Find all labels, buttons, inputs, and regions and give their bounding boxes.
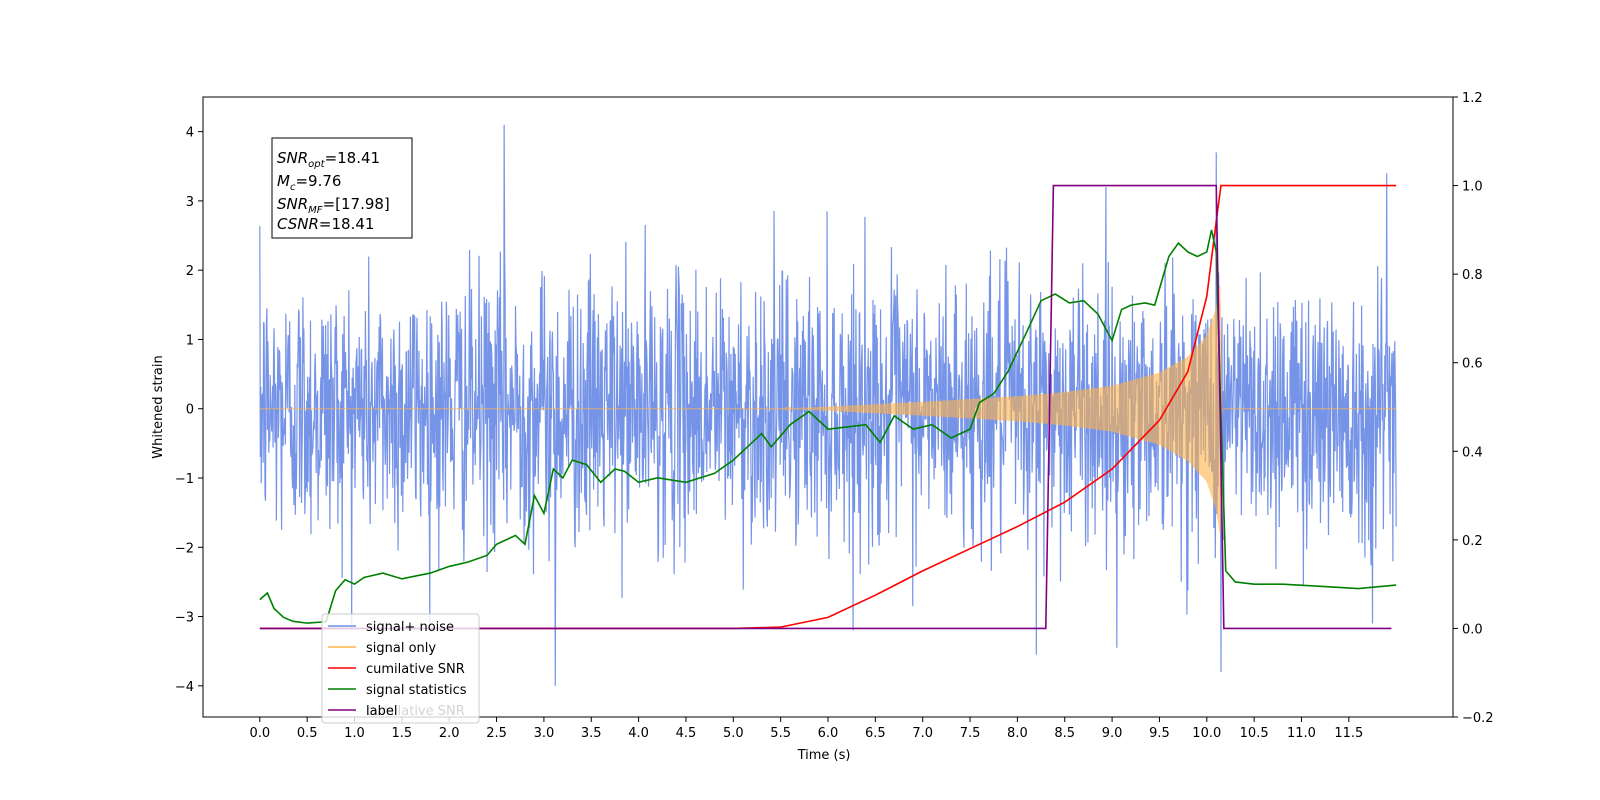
- y2-tick-label: −0.2: [1462, 711, 1494, 726]
- y2-tick-label: 0.0: [1462, 622, 1483, 637]
- y-tick-label: 1: [186, 333, 194, 348]
- y-tick-label: 4: [186, 126, 194, 141]
- x-tick-label: 3.0: [534, 726, 555, 741]
- series-signal-only: [259, 285, 1397, 534]
- x-tick-label: 0.0: [249, 726, 270, 741]
- x-tick-label: 5.0: [723, 726, 744, 741]
- y-tick-label: −4: [175, 680, 194, 695]
- x-tick-label: 10.5: [1240, 726, 1269, 741]
- y2-tick-label: 0.4: [1462, 445, 1483, 460]
- legend-hidden-text: cumilative SNR: [366, 704, 465, 719]
- x-tick-label: 1.5: [392, 726, 413, 741]
- y-tick-label: −1: [175, 472, 194, 487]
- x-tick-label: 9.5: [1149, 726, 1170, 741]
- y2-tick-label: 1.2: [1462, 91, 1483, 106]
- y2-tick-label: 0.8: [1462, 268, 1483, 283]
- annotation-box: SNRopt=18.41 Mc=9.76 SNRMF=[17.98] CSNR=…: [271, 137, 413, 239]
- y-tick-label: −2: [175, 541, 194, 556]
- legend-label-signal-statistics: signal statistics: [366, 683, 467, 698]
- x-tick-label: 3.5: [581, 726, 602, 741]
- x-tick-label: 6.0: [818, 726, 839, 741]
- x-axis-title: Time (s): [797, 748, 851, 763]
- series-label: [259, 184, 1392, 630]
- x-tick-label: 1.0: [344, 726, 365, 741]
- y-tick-label: 0: [186, 403, 194, 418]
- x-tick-label: 7.0: [912, 726, 933, 741]
- x-tick-label: 2.0: [439, 726, 460, 741]
- y-tick-label: −3: [175, 611, 194, 626]
- legend-label-signal-noise: signal+ noise: [366, 620, 454, 635]
- y-axis-title: Whitened strain: [151, 355, 166, 458]
- legend-label-cumulative-snr: cumilative SNR: [366, 662, 465, 677]
- x-tick-label: 6.5: [865, 726, 886, 741]
- legend-label-label: label: [366, 704, 397, 719]
- axes: 0.0 0.5 1.0 1.5 2.0 2.5 3.0 3.5 4.0 4.5 5.0 5.5 6.0 6…: [175, 91, 1494, 741]
- x-tick-label: 2.5: [486, 726, 507, 741]
- plot-area: [259, 124, 1397, 686]
- x-tick-label: 5.5: [770, 726, 791, 741]
- x-tick-label: 11.0: [1287, 726, 1316, 741]
- y2-tick-label: 0.6: [1462, 357, 1483, 372]
- annotation-csnr: CSNR=18.41: [277, 215, 374, 233]
- series-cumulative-snr: [259, 184, 1397, 630]
- series-signal-noise: [259, 124, 1397, 686]
- x-tick-label: 4.0: [628, 726, 649, 741]
- x-tick-label: 10.0: [1192, 726, 1221, 741]
- annotation-snr-opt: SNRopt=18.41: [277, 149, 380, 170]
- y-tick-label: 3: [186, 195, 194, 210]
- x-tick-label: 0.5: [297, 726, 318, 741]
- y-tick-label: 2: [186, 264, 194, 279]
- x-tick-label: 4.5: [676, 726, 697, 741]
- x-tick-label: 11.5: [1334, 726, 1363, 741]
- legend-label-signal-only: signal only: [366, 641, 436, 656]
- x-tick-label: 7.5: [960, 726, 981, 741]
- x-tick-label: 8.0: [1007, 726, 1028, 741]
- legend: signal+ noise signal only cumilative SNR…: [321, 613, 480, 724]
- y2-tick-label: 1.0: [1462, 180, 1483, 195]
- x-tick-label: 8.5: [1054, 726, 1075, 741]
- series-signal-statistics: [259, 229, 1397, 624]
- y2-tick-label: 0.2: [1462, 534, 1483, 549]
- annotation-snr-mf: SNRMF=[17.98]: [277, 195, 390, 216]
- annotation-mc: Mc=9.76: [277, 172, 341, 193]
- x-tick-label: 9.0: [1102, 726, 1123, 741]
